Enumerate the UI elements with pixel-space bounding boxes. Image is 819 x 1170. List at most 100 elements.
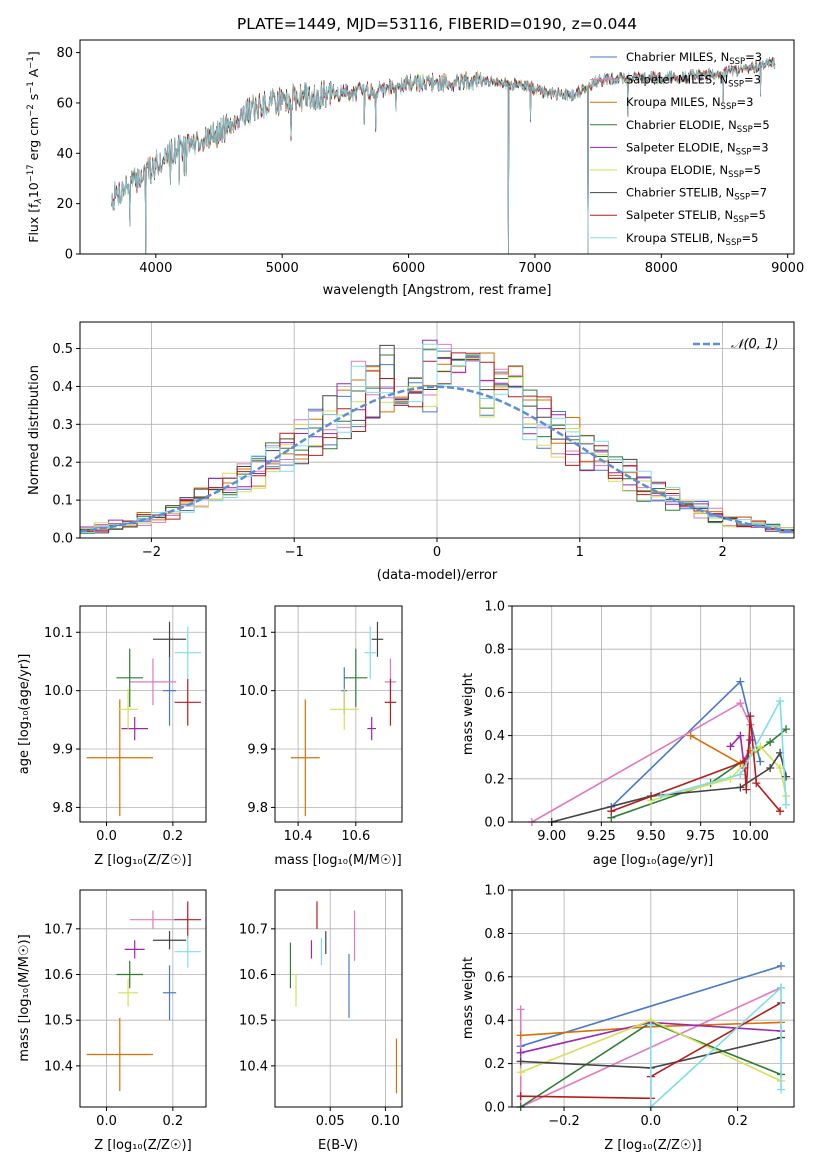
mass-vs-ebv-panel: 0.05 0.10 10.4 10.5 10.6 10.7 E(B-V) — [239, 889, 403, 1153]
y-tick-label: 0.2 — [52, 456, 73, 471]
y-tick-label: 9.9 — [52, 743, 73, 758]
weight-vs-age-y-axis-label: mass weight — [461, 673, 476, 755]
y-tick-label: 0.3 — [52, 418, 73, 433]
age-vs-z-x-axis-label: Z [log₁₀(Z/Z☉)] — [94, 853, 191, 868]
weight-marker-4-0 — [726, 742, 735, 751]
weight-vs-z-series — [516, 961, 785, 1111]
spectrum-series — [111, 56, 776, 255]
x-tick-label: 0.05 — [316, 1114, 345, 1129]
legend-label-7: Salpeter STELIB, NSSP=5 — [626, 208, 766, 225]
weight-marker-7-4 — [752, 779, 761, 788]
x-tick-label: 0.2 — [727, 1114, 748, 1129]
y-tick-label: 10.7 — [44, 922, 73, 937]
y-tick-label: 0.6 — [484, 686, 505, 701]
x-tick-label: −1 — [285, 545, 304, 560]
weight-marker-7-2 — [742, 785, 751, 794]
weight-vs-z-panel: −0.2 0.0 0.2 0.0 0.2 0.4 0.6 0.8 1.0 Z [log₁₀(Z/… — [461, 884, 795, 1153]
x-tick-label: 0.0 — [96, 829, 117, 844]
weight-marker-6-3 — [766, 764, 775, 772]
weight-marker-5-1 — [726, 774, 735, 783]
mass-vs-z-axes-frame — [79, 889, 207, 1108]
x-tick-label: 9.25 — [587, 829, 616, 844]
age-vs-mass-axes-frame — [274, 605, 403, 823]
spectrum-y-axis-label: Flux [fλ10−17 erg cm−2 s−1 A−1] — [26, 51, 44, 242]
y-tick-label: 80 — [56, 46, 73, 61]
y-tick-label: 9.9 — [247, 743, 268, 758]
legend-label-1: Salpeter MILES, NSSP=3 — [626, 73, 761, 90]
age-vs-z-axes-frame — [79, 605, 207, 823]
y-tick-label: 9.8 — [52, 801, 73, 816]
weight-marker-7-5 — [776, 807, 785, 816]
spectrum-legend: Chabrier MILES, NSSP=3 Salpeter MILES, NS… — [590, 50, 770, 248]
y-tick-label: 0.5 — [52, 342, 73, 357]
age-vs-z-y-axis-label: age [log₁₀(age/yr)] — [17, 654, 32, 775]
mass-vs-ebv-series — [289, 901, 398, 1094]
x-tick-label: 10.6 — [341, 829, 370, 844]
weight-marker-4-0 — [516, 1048, 525, 1057]
weight-marker-6-2 — [736, 783, 745, 792]
histogram-series — [79, 339, 795, 538]
x-tick-label: 8000 — [645, 261, 678, 276]
weight-vs-age-x-axis-label: age [log₁₀(age/yr)] — [593, 853, 714, 868]
y-tick-label: 0.0 — [484, 1101, 505, 1116]
x-tick-label: 2 — [718, 545, 726, 560]
y-tick-label: 0.6 — [484, 970, 505, 985]
y-tick-label: 0.0 — [484, 816, 505, 831]
normal-legend-label: 𝒩(0, 1) — [731, 337, 778, 352]
y-tick-label: 20 — [56, 197, 73, 212]
x-tick-label: 6000 — [392, 261, 425, 276]
y-tick-label: 10.7 — [239, 922, 268, 937]
y-tick-label: 60 — [56, 96, 73, 111]
x-tick-label: 10.00 — [732, 829, 769, 844]
x-tick-label: 7000 — [518, 261, 551, 276]
y-tick-label: 0.8 — [484, 927, 505, 942]
x-tick-label: −2 — [142, 545, 161, 560]
y-tick-label: 10.4 — [239, 1059, 268, 1074]
y-tick-label: 0.1 — [52, 494, 73, 509]
weight-line-7 — [611, 716, 781, 812]
x-tick-label: 0.10 — [371, 1114, 400, 1129]
x-tick-label: 0.0 — [96, 1114, 117, 1129]
weight-marker-1-0 — [516, 1005, 525, 1014]
y-tick-label: 10.4 — [44, 1059, 73, 1074]
spectrum-x-axis-label: wavelength [Angstrom, rest frame] — [323, 283, 552, 298]
y-tick-label: 10.5 — [44, 1014, 73, 1029]
normal-curve — [79, 385, 795, 533]
x-tick-label: −0.2 — [548, 1114, 580, 1129]
y-tick-label: 0.4 — [484, 1014, 505, 1029]
mass-vs-z-panel: 0.0 0.2 10.4 10.5 10.6 10.7 Z [log₁₀(Z/Z☉)] m… — [17, 889, 207, 1153]
weight-marker-7-3 — [746, 712, 755, 721]
weight-line-8 — [649, 985, 782, 1109]
x-tick-label: 4000 — [139, 261, 172, 276]
legend-label-2: Kroupa MILES, NSSP=3 — [626, 95, 753, 112]
x-tick-label: 1 — [576, 545, 584, 560]
age-vs-z-panel: 0.0 0.2 9.8 9.9 10.0 10.1 Z [log₁₀(Z/Z☉)] age… — [17, 605, 207, 868]
weight-marker-5-3 — [776, 764, 785, 772]
age-vs-z-series — [86, 621, 202, 817]
weight-vs-age-series — [527, 677, 791, 826]
x-tick-label: 10.4 — [284, 829, 313, 844]
legend-label-0: Chabrier MILES, NSSP=3 — [626, 50, 762, 67]
y-tick-label: 10.1 — [239, 626, 268, 641]
y-tick-label: 0.4 — [484, 729, 505, 744]
weight-vs-age-axes-frame — [511, 605, 795, 823]
x-tick-label: 0.2 — [162, 1114, 183, 1129]
legend-label-8: Kroupa STELIB, NSSP=5 — [626, 231, 758, 248]
age-vs-mass-series — [290, 621, 397, 817]
legend-label-3: Chabrier ELODIE, NSSP=5 — [626, 118, 770, 135]
y-tick-label: 0.2 — [484, 1057, 505, 1072]
weight-line-4 — [729, 733, 752, 769]
weight-marker-6-0 — [516, 1057, 525, 1066]
weight-marker-2-0 — [686, 731, 695, 740]
weight-vs-z-axes-frame — [511, 889, 795, 1108]
weight-vs-z-y-axis-label: mass weight — [461, 957, 476, 1039]
mass-vs-z-x-axis-label: Z [log₁₀(Z/Z☉)] — [94, 1138, 191, 1153]
weight-marker-8-3 — [782, 800, 791, 809]
y-tick-label: 9.8 — [247, 801, 268, 816]
x-tick-label: 9.00 — [537, 829, 566, 844]
y-tick-label: 10.1 — [44, 626, 73, 641]
histogram-x-axis-label: (data-model)/error — [377, 568, 498, 583]
y-tick-label: 10.0 — [239, 684, 268, 699]
weight-marker-8-2 — [776, 697, 785, 706]
age-vs-mass-panel: 10.4 10.6 9.8 9.9 10.0 10.1 mass [log₁₀(M/M☉)… — [239, 605, 403, 868]
